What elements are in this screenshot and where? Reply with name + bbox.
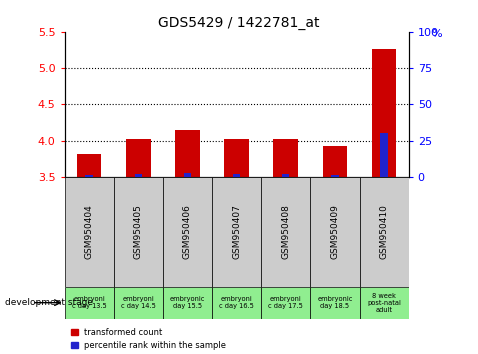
Bar [282,174,290,177]
Bar [359,177,409,287]
Bar [126,139,151,177]
Text: embryoni
c day 16.5: embryoni c day 16.5 [219,296,254,309]
Bar [114,287,163,319]
Bar [135,174,142,177]
Bar [331,175,338,177]
Bar [65,177,114,287]
Text: embryoni
c day 13.5: embryoni c day 13.5 [72,296,107,309]
Bar [163,287,212,319]
Bar [77,154,101,177]
Text: embryoni
c day 17.5: embryoni c day 17.5 [268,296,303,309]
Text: embryonic
day 15.5: embryonic day 15.5 [170,296,205,309]
Bar [372,48,396,177]
Bar [224,138,249,177]
Bar [323,146,347,177]
Text: GDS5429 / 1422781_at: GDS5429 / 1422781_at [158,16,320,30]
Bar [114,177,163,287]
Bar [212,287,261,319]
Bar [163,177,212,287]
Bar [359,287,409,319]
Text: GSM950406: GSM950406 [183,204,192,259]
Bar [184,173,191,177]
Text: embryonic
day 18.5: embryonic day 18.5 [317,296,353,309]
Bar [65,287,114,319]
Text: embryoni
c day 14.5: embryoni c day 14.5 [121,296,156,309]
Bar [86,175,93,177]
Bar [310,287,359,319]
Bar [380,133,388,177]
Text: development stage: development stage [5,298,93,307]
Legend: transformed count, percentile rank within the sample: transformed count, percentile rank withi… [71,328,227,350]
Bar [212,177,261,287]
Bar [310,177,359,287]
Text: GSM950408: GSM950408 [281,204,290,259]
Bar [261,177,310,287]
Bar [261,287,310,319]
Y-axis label: %: % [431,29,442,39]
Bar [175,130,200,177]
Bar [233,174,240,177]
Text: GSM950409: GSM950409 [330,204,339,259]
Bar [273,139,298,177]
Text: GSM950405: GSM950405 [134,204,143,259]
Text: GSM950410: GSM950410 [380,204,389,259]
Text: 8 week
post-natal
adult: 8 week post-natal adult [367,293,401,313]
Text: GSM950404: GSM950404 [85,205,94,259]
Text: GSM950407: GSM950407 [232,204,241,259]
